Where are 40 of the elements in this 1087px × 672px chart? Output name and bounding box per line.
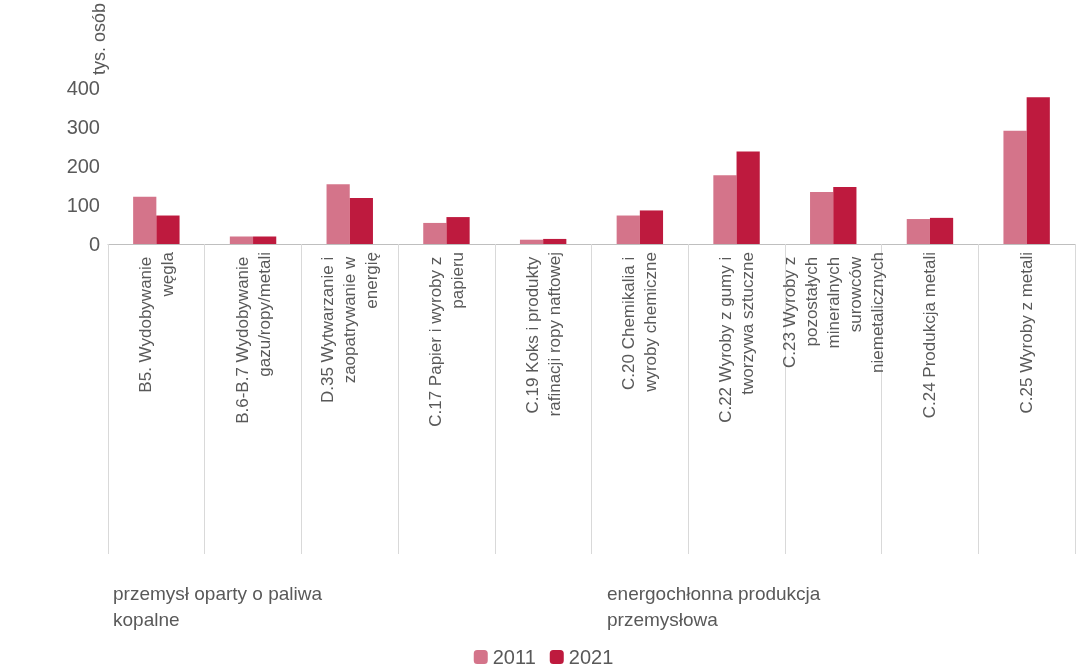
text: przemysł oparty o paliwa kopalne	[113, 582, 328, 630]
y-tick-label: 300	[66, 115, 100, 138]
x-tick-label: C.23 Wyroby z pozostałych mineralnych surowców niemetalicznych	[779, 252, 887, 373]
x-tick-label: C.25 Wyroby z metali	[1017, 252, 1037, 414]
bar	[616, 215, 640, 244]
bar	[423, 222, 447, 244]
bar	[446, 217, 470, 244]
x-tick-label: C.24 Produkcja metali	[920, 252, 940, 419]
text: energochłonna produkcja przemysłowa	[607, 582, 826, 630]
bar	[133, 196, 157, 244]
bar	[349, 197, 373, 244]
bar	[1026, 97, 1050, 244]
bar	[833, 187, 857, 244]
x-tick-label: C.17 Papier i wyroby z papieru	[425, 252, 467, 427]
bar	[253, 236, 277, 244]
bar	[519, 239, 544, 244]
bar	[929, 217, 954, 244]
bar	[639, 210, 664, 244]
x-tick-label: C.22 Wyroby z gumy i tworzywa sztuczne	[716, 252, 758, 423]
bar	[326, 184, 350, 244]
x-tick-label: C.19 Koks i produkty rafinacji ropy naftowej	[522, 252, 564, 417]
bar	[713, 175, 737, 244]
bar	[810, 192, 834, 244]
x-tick-label: B.6-B.7 Wydobywanie gazu/ropy/metali	[232, 252, 274, 424]
bar	[543, 238, 567, 244]
x-tick-label: B5. Wydobywanie węgla	[135, 251, 177, 393]
legend-label: 2021	[568, 646, 614, 668]
y-tick-label: 400	[66, 76, 100, 99]
bar	[1003, 130, 1027, 244]
bar	[229, 236, 254, 244]
bar	[906, 219, 930, 244]
y-tick-label: 100	[66, 193, 100, 216]
x-tick-label: C.20 Chemikalia i wyroby chemiczne	[619, 252, 661, 393]
y-tick-label: 0	[88, 233, 100, 255]
x-tick-label: D.35 Wytwarzanie i zaopatrywanie w energię	[318, 252, 382, 404]
bar	[156, 215, 180, 244]
legend-label: 2011	[492, 646, 536, 668]
y-axis-title: tys. osób	[89, 3, 109, 76]
y-tick-label: 200	[66, 154, 100, 177]
bar	[736, 151, 760, 244]
